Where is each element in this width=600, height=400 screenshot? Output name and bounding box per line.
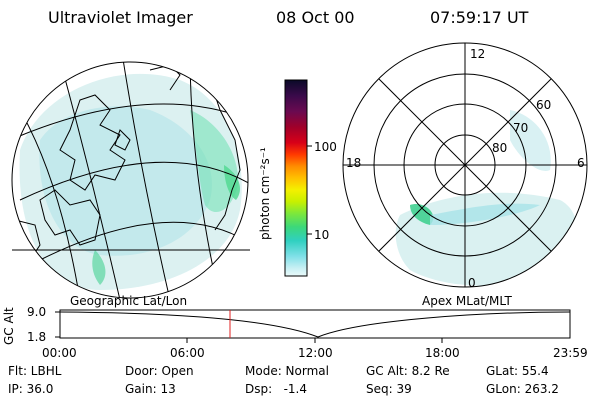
polar-plot [342, 42, 588, 288]
geographic-caption: Geographic Lat/Lon [70, 294, 188, 308]
time-tick-0600: 06:00 [170, 346, 205, 360]
time-tick-1800: 18:00 [425, 346, 460, 360]
altitude-plot [55, 309, 571, 343]
colorbar-scale [284, 79, 308, 277]
info-seq: Seq: 39 [366, 382, 412, 396]
info-gc-alt: GC Alt: 8.2 Re [366, 364, 450, 378]
altitude-ytick-high: 9.0 [27, 305, 47, 319]
mlt-label-6: 6 [577, 156, 585, 170]
instrument-title: Ultraviolet Imager [48, 8, 193, 27]
colorbar-tick-10: 10 [314, 228, 330, 242]
colorbar-unit-label: photon cm⁻²s⁻¹ [258, 147, 272, 240]
mlt-label-18: 18 [346, 156, 362, 170]
info-dsp: Dsp: -1.4 [245, 382, 308, 396]
info-door: Door: Open [125, 364, 194, 378]
info-mode: Mode: Normal [245, 364, 329, 378]
info-glat: GLat: 55.4 [486, 364, 549, 378]
mlat-ring-80: 80 [492, 141, 508, 155]
altitude-curve [59, 311, 571, 338]
time-tick-2359: 23:59 [553, 346, 588, 360]
mlat-ring-70: 70 [513, 121, 529, 135]
observation-date: 08 Oct 00 [276, 8, 355, 27]
altitude-ytick-low: 1.8 [27, 330, 47, 344]
mlt-label-0: 0 [468, 276, 476, 290]
time-tick-0000: 00:00 [42, 346, 77, 360]
colorbar-tick-100: 100 [314, 140, 337, 154]
geographic-map [11, 61, 249, 299]
info-filter: Flt: LBHL [8, 364, 62, 378]
mlat-ring-60: 60 [536, 98, 552, 112]
apex-caption: Apex MLat/MLT [422, 294, 512, 308]
mlt-label-12: 12 [470, 47, 486, 61]
altitude-ylabel: GC Alt [2, 307, 16, 345]
info-gain: Gain: 13 [125, 382, 176, 396]
info-glon: GLon: 263.2 [486, 382, 559, 396]
info-ip: IP: 36.0 [8, 382, 54, 396]
time-tick-1200: 12:00 [298, 346, 333, 360]
observation-time: 07:59:17 UT [430, 8, 529, 27]
